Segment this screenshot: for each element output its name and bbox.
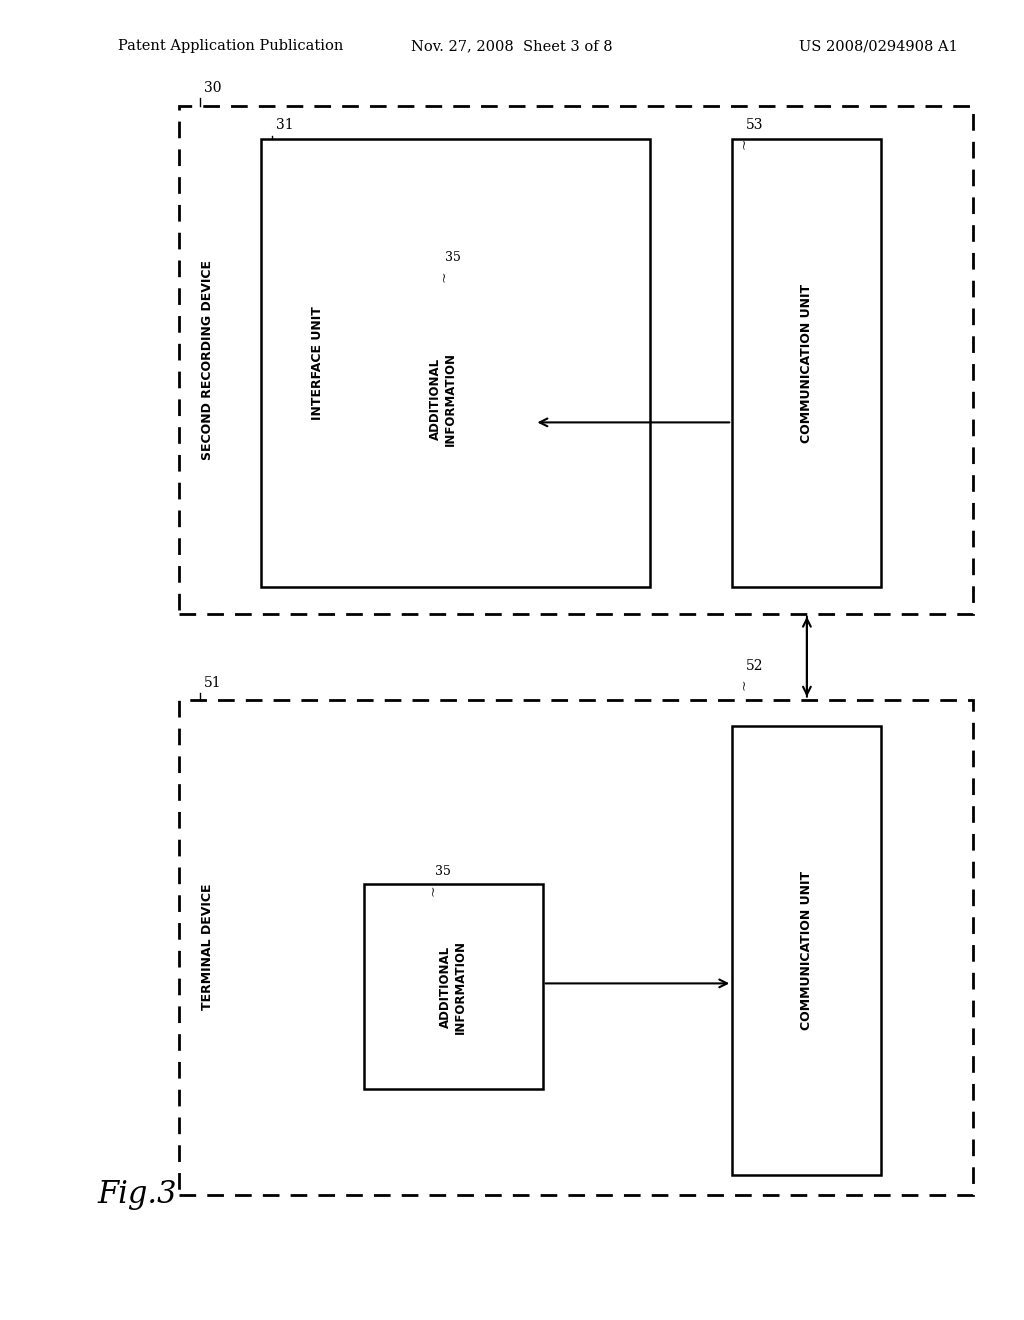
Text: 51: 51 (204, 676, 221, 690)
Bar (732, 726, 881, 1175)
Bar (179, 106, 973, 614)
Text: ~: ~ (737, 678, 752, 690)
Text: SECOND RECORDING DEVICE: SECOND RECORDING DEVICE (202, 260, 214, 459)
Text: 53: 53 (745, 117, 763, 132)
Text: US 2008/0294908 A1: US 2008/0294908 A1 (799, 40, 957, 53)
Text: ADDITIONAL
INFORMATION: ADDITIONAL INFORMATION (439, 940, 467, 1034)
Text: ~: ~ (437, 271, 452, 282)
Bar (261, 139, 650, 587)
Text: Nov. 27, 2008  Sheet 3 of 8: Nov. 27, 2008 Sheet 3 of 8 (412, 40, 612, 53)
Text: 35: 35 (445, 251, 462, 264)
Text: TERMINAL DEVICE: TERMINAL DEVICE (202, 884, 214, 1010)
Text: 35: 35 (435, 865, 452, 878)
Text: ADDITIONAL
INFORMATION: ADDITIONAL INFORMATION (429, 352, 457, 446)
Text: INTERFACE UNIT: INTERFACE UNIT (311, 306, 324, 420)
Text: Fig.3: Fig.3 (97, 1179, 177, 1210)
Text: COMMUNICATION UNIT: COMMUNICATION UNIT (800, 284, 813, 442)
Text: Patent Application Publication: Patent Application Publication (118, 40, 343, 53)
Bar (732, 139, 881, 587)
Text: 31: 31 (276, 117, 294, 132)
Bar (364, 884, 543, 1089)
Text: 52: 52 (745, 659, 763, 673)
Bar (179, 700, 973, 1195)
Bar (353, 271, 532, 528)
Text: ~: ~ (737, 137, 752, 149)
Text: COMMUNICATION UNIT: COMMUNICATION UNIT (800, 871, 813, 1030)
Text: ~: ~ (427, 884, 441, 896)
Text: 30: 30 (204, 81, 221, 95)
